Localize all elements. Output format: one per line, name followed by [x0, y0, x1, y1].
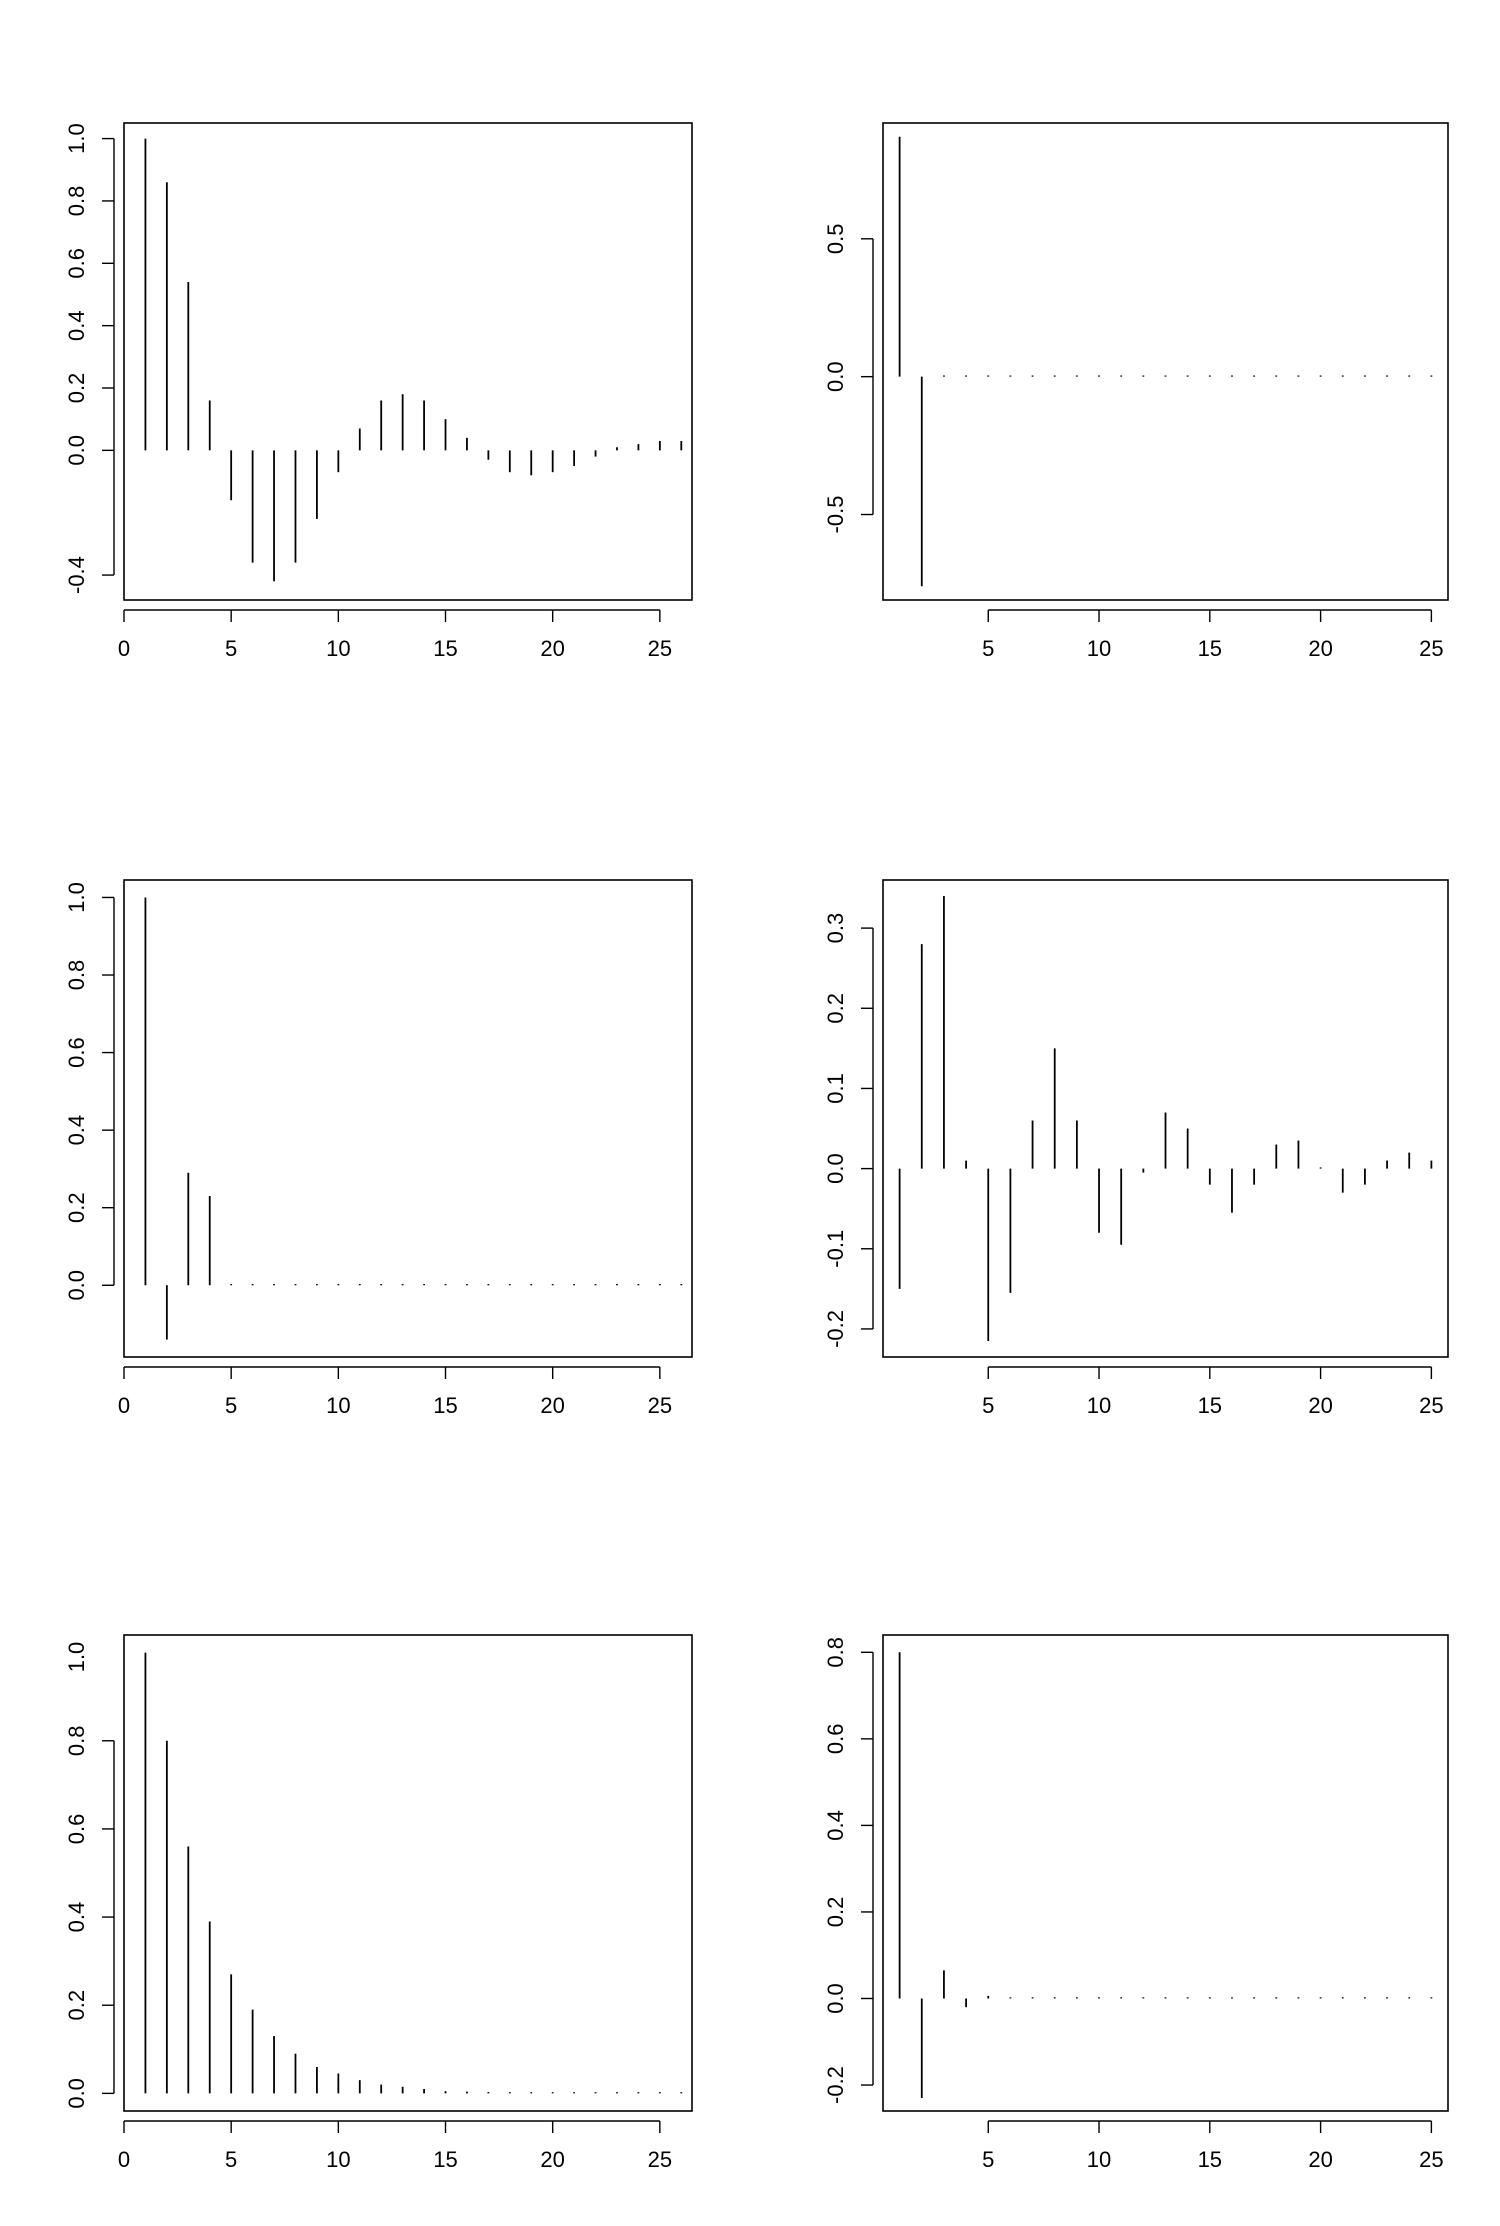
chart-panel-4: 5 10 15 20 25 -0.2 -0.1 0.0 0.1 0.2 0.3 — [823, 879, 1449, 1418]
y-tick-label: 0.2 — [823, 993, 848, 1024]
y-tick-label: 0.4 — [64, 310, 89, 341]
y-tick-label: 0.6 — [64, 248, 89, 279]
y-tick-label: 0.4 — [64, 1115, 89, 1146]
x-tick-label: 15 — [1198, 636, 1222, 661]
y-tick-label: 0.8 — [64, 186, 89, 217]
chart-panel-1: 0 5 10 15 20 25 -0.4 0.0 0.2 0.4 0.6 0.8 1.0 — [64, 122, 693, 661]
x-tick-label: 15 — [1198, 2147, 1222, 2172]
x-tick-label: 10 — [326, 636, 350, 661]
x-tick-label: 5 — [225, 1393, 237, 1418]
y-tick-label: -0.2 — [823, 2066, 848, 2104]
y-tick-label: 0.1 — [823, 1073, 848, 1104]
x-tick-label: 20 — [540, 636, 564, 661]
x-tick-label: 15 — [433, 2147, 457, 2172]
x-tick-label: 20 — [540, 1393, 564, 1418]
y-tick-label: 0.5 — [823, 224, 848, 255]
y-tick-label: 0.2 — [823, 1897, 848, 1928]
x-tick-label: 10 — [326, 1393, 350, 1418]
x-tick-label: 25 — [648, 2147, 672, 2172]
y-tick-label: -0.5 — [823, 496, 848, 534]
y-tick-label: 0.6 — [64, 1037, 89, 1068]
chart-panel-3: 0 5 10 15 20 25 0.0 0.2 0.4 0.6 0.8 1.0 — [64, 879, 693, 1418]
x-tick-label: 20 — [1308, 2147, 1332, 2172]
y-tick-label: -0.2 — [823, 1310, 848, 1348]
y-tick-label: 0.4 — [823, 1810, 848, 1841]
x-tick-label: 25 — [1419, 2147, 1443, 2172]
x-tick-label: 10 — [1087, 2147, 1111, 2172]
x-tick-label: 10 — [326, 2147, 350, 2172]
plot-frame — [882, 1634, 1449, 2112]
y-tick-label: 0.2 — [64, 373, 89, 404]
y-tick-label: 0.6 — [823, 1724, 848, 1755]
x-tick-label: 20 — [1308, 1393, 1332, 1418]
x-tick-label: 10 — [1087, 636, 1111, 661]
x-tick-label: 10 — [1087, 1393, 1111, 1418]
x-tick-label: 5 — [982, 2147, 994, 2172]
plot-frame — [123, 122, 693, 601]
y-tick-label: 0.4 — [64, 1902, 89, 1933]
plot-frame — [882, 122, 1449, 601]
y-tick-label: 0.0 — [823, 1983, 848, 2014]
plot-frame — [882, 879, 1449, 1358]
x-tick-label: 25 — [1419, 636, 1443, 661]
y-tick-label: 0.0 — [64, 2078, 89, 2109]
plot-frame — [123, 879, 693, 1358]
x-tick-label: 25 — [648, 636, 672, 661]
y-tick-label: 0.2 — [64, 1990, 89, 2021]
y-tick-label: 0.3 — [823, 913, 848, 944]
y-tick-label: 0.6 — [64, 1814, 89, 1845]
x-tick-label: 5 — [982, 636, 994, 661]
y-tick-label: 0.8 — [823, 1637, 848, 1668]
x-tick-label: 5 — [982, 1393, 994, 1418]
x-tick-label: 15 — [1198, 1393, 1222, 1418]
y-tick-label: 0.0 — [64, 1270, 89, 1301]
x-tick-label: 15 — [433, 1393, 457, 1418]
y-tick-label: 0.0 — [64, 435, 89, 466]
y-tick-label: 1.0 — [64, 882, 89, 913]
plot-frame — [123, 1634, 693, 2112]
y-tick-label: 1.0 — [64, 1642, 89, 1673]
y-tick-label: -0.1 — [823, 1230, 848, 1268]
x-tick-label: 25 — [648, 1393, 672, 1418]
x-tick-label: 0 — [118, 2147, 130, 2172]
x-tick-label: 0 — [118, 636, 130, 661]
y-tick-label: 0.2 — [64, 1192, 89, 1223]
y-tick-label: 0.8 — [64, 960, 89, 991]
x-tick-label: 15 — [433, 636, 457, 661]
x-tick-label: 20 — [1308, 636, 1332, 661]
y-tick-label: 0.8 — [64, 1725, 89, 1756]
y-tick-label: 1.0 — [64, 123, 89, 154]
x-tick-label: 20 — [540, 2147, 564, 2172]
y-tick-label: 0.0 — [823, 361, 848, 392]
x-tick-label: 5 — [225, 2147, 237, 2172]
x-tick-label: 25 — [1419, 1393, 1443, 1418]
chart-panel-2: 5 10 15 20 25 -0.5 0.0 0.5 — [823, 122, 1449, 661]
y-tick-label: 0.0 — [823, 1153, 848, 1184]
x-tick-label: 5 — [225, 636, 237, 661]
x-tick-label: 0 — [118, 1393, 130, 1418]
chart-panel-5: 0 5 10 15 20 25 0.0 0.2 0.4 0.6 0.8 1.0 — [64, 1634, 693, 2172]
y-tick-label: -0.4 — [64, 556, 89, 594]
chart-panel-6: 5 10 15 20 25 -0.2 0.0 0.2 0.4 0.6 0.8 — [823, 1634, 1449, 2172]
